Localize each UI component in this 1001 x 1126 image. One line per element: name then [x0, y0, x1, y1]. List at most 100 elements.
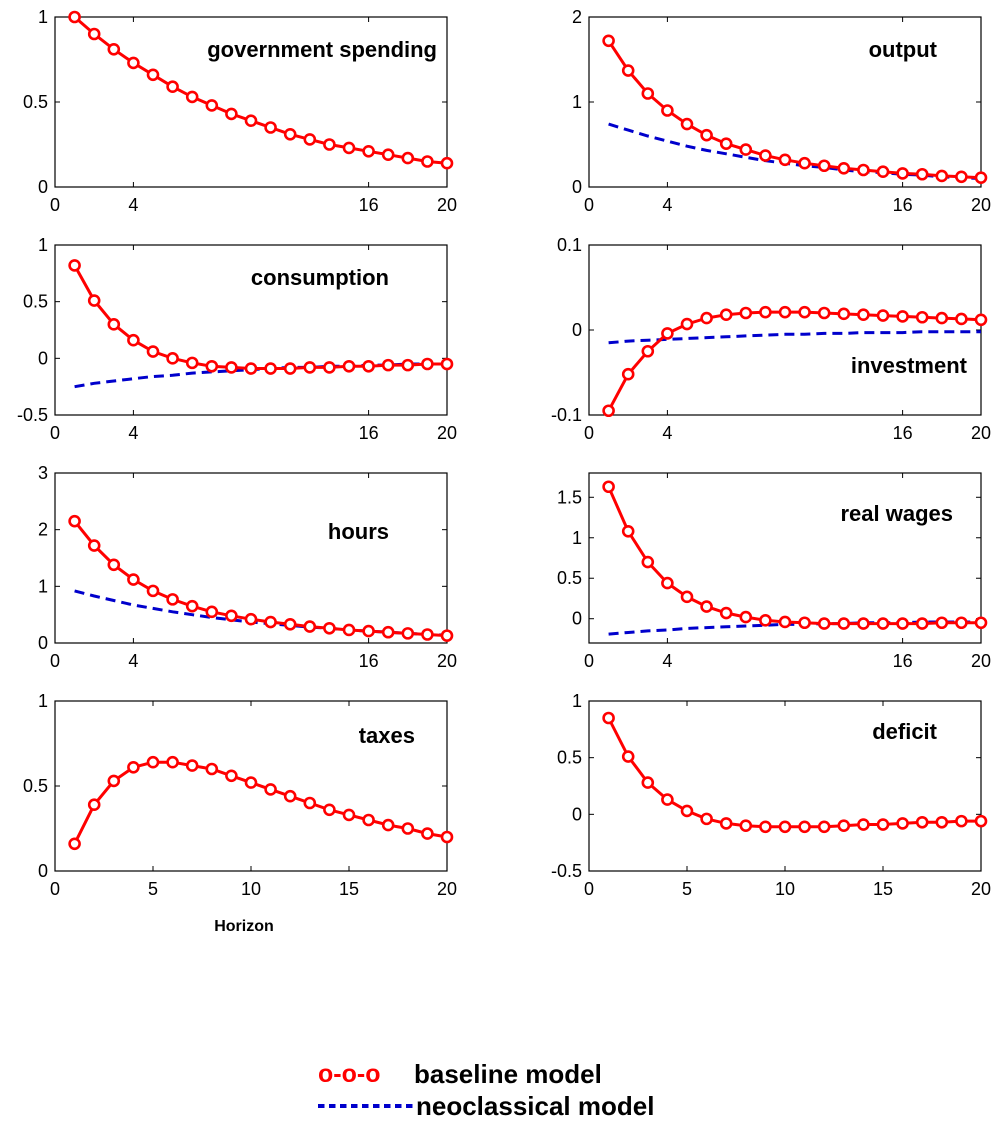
data-point-baseline	[935, 616, 949, 630]
data-point-baseline	[837, 307, 851, 321]
data-point-baseline	[955, 814, 968, 828]
x-tick-label: 16	[893, 195, 913, 215]
data-point-baseline	[205, 99, 219, 112]
y-tick-label: 1	[38, 691, 48, 711]
data-point-baseline	[739, 306, 753, 320]
x-tick-label: 20	[437, 651, 457, 671]
x-tick-label: 20	[437, 423, 457, 443]
data-point-baseline	[935, 815, 949, 829]
data-point-baseline	[401, 822, 415, 835]
data-point-baseline	[362, 359, 375, 373]
panel-title: output	[869, 37, 938, 62]
x-tick-label: 16	[893, 651, 913, 671]
data-point-baseline	[680, 804, 694, 818]
y-tick-label: 0.5	[557, 568, 582, 588]
data-point-baseline	[107, 318, 121, 331]
data-point-baseline	[935, 169, 949, 183]
data-point-baseline	[759, 149, 772, 162]
data-point-baseline	[778, 153, 792, 167]
panel-real-wages: 0 0.5 1 1.5 0 4 16 20 real wages	[557, 472, 991, 671]
y-tick-label: 0.1	[557, 235, 582, 255]
x-tick-label: 10	[241, 879, 261, 899]
data-point-baseline	[974, 171, 988, 184]
data-point-baseline	[602, 34, 615, 48]
data-point-baseline	[759, 614, 772, 627]
plot-frame	[588, 244, 982, 416]
y-tick-label: -0.1	[551, 405, 582, 425]
data-point-baseline	[342, 623, 356, 637]
data-point-baseline	[857, 617, 870, 630]
x-tick-label: 0	[584, 879, 594, 899]
data-point-baseline	[264, 615, 277, 629]
data-point-baseline	[759, 820, 772, 834]
data-point-baseline	[719, 308, 733, 322]
x-tick-label: 10	[775, 879, 795, 899]
y-tick-label: 0.5	[23, 92, 48, 112]
data-point-baseline	[166, 593, 179, 606]
y-tick-label: 0	[38, 633, 48, 653]
y-tick-label: 2	[572, 7, 582, 27]
data-point-baseline	[857, 818, 870, 831]
data-point-baseline	[896, 617, 909, 630]
x-tick-label: 20	[971, 879, 991, 899]
x-tick-label: 20	[971, 651, 991, 671]
data-point-baseline	[225, 361, 238, 374]
data-point-baseline	[817, 306, 831, 320]
data-point-baseline	[87, 539, 101, 552]
x-tick-label: 0	[584, 651, 594, 671]
data-point-baseline	[719, 817, 733, 830]
data-point-baseline	[974, 814, 988, 828]
y-tick-label: 1	[38, 235, 48, 255]
data-point-baseline	[381, 818, 395, 832]
data-point-baseline	[955, 170, 968, 184]
data-point-baseline	[87, 798, 101, 812]
y-tick-label: 0.5	[23, 292, 48, 312]
data-point-baseline	[896, 310, 909, 323]
data-point-baseline	[323, 138, 336, 151]
series-line-neoclassical	[608, 122, 982, 180]
data-point-baseline	[421, 155, 434, 168]
data-point-baseline	[283, 128, 297, 141]
data-point-baseline	[739, 610, 753, 624]
x-tick-label: 4	[128, 423, 138, 443]
data-point-baseline	[283, 362, 297, 375]
data-point-baseline	[817, 820, 831, 834]
data-point-baseline	[621, 64, 635, 77]
y-tick-label: 0	[38, 861, 48, 881]
data-point-baseline	[876, 165, 890, 178]
x-tick-label: 4	[128, 195, 138, 215]
y-tick-label: 1	[572, 691, 582, 711]
data-point-baseline	[440, 357, 454, 371]
data-point-baseline	[146, 345, 160, 358]
data-point-baseline	[342, 141, 356, 155]
data-point-baseline	[205, 762, 219, 776]
y-tick-label: 0	[38, 348, 48, 368]
data-point-baseline	[680, 590, 694, 604]
data-point-baseline	[362, 145, 375, 158]
data-point-baseline	[303, 361, 317, 374]
y-tick-label: 0	[572, 177, 582, 197]
data-point-baseline	[621, 524, 635, 538]
data-point-baseline	[362, 624, 375, 638]
data-point-baseline	[798, 616, 811, 630]
series-line-neoclassical	[608, 330, 981, 345]
data-point-baseline	[283, 789, 297, 803]
data-point-baseline	[719, 137, 733, 150]
data-point-baseline	[127, 333, 140, 347]
y-tick-label: 1	[572, 92, 582, 112]
plot-frame	[588, 700, 982, 872]
data-point-baseline	[401, 627, 415, 640]
data-point-baseline	[264, 362, 277, 375]
data-point-baseline	[225, 107, 238, 121]
data-point-baseline	[915, 310, 929, 324]
x-tick-label: 0	[50, 423, 60, 443]
x-tick-label: 20	[971, 195, 991, 215]
data-point-baseline	[323, 803, 336, 817]
panel-title: deficit	[872, 719, 937, 744]
data-point-baseline	[244, 776, 258, 789]
y-tick-label: 0	[572, 609, 582, 629]
data-point-baseline	[401, 151, 415, 165]
data-point-baseline	[440, 156, 454, 170]
